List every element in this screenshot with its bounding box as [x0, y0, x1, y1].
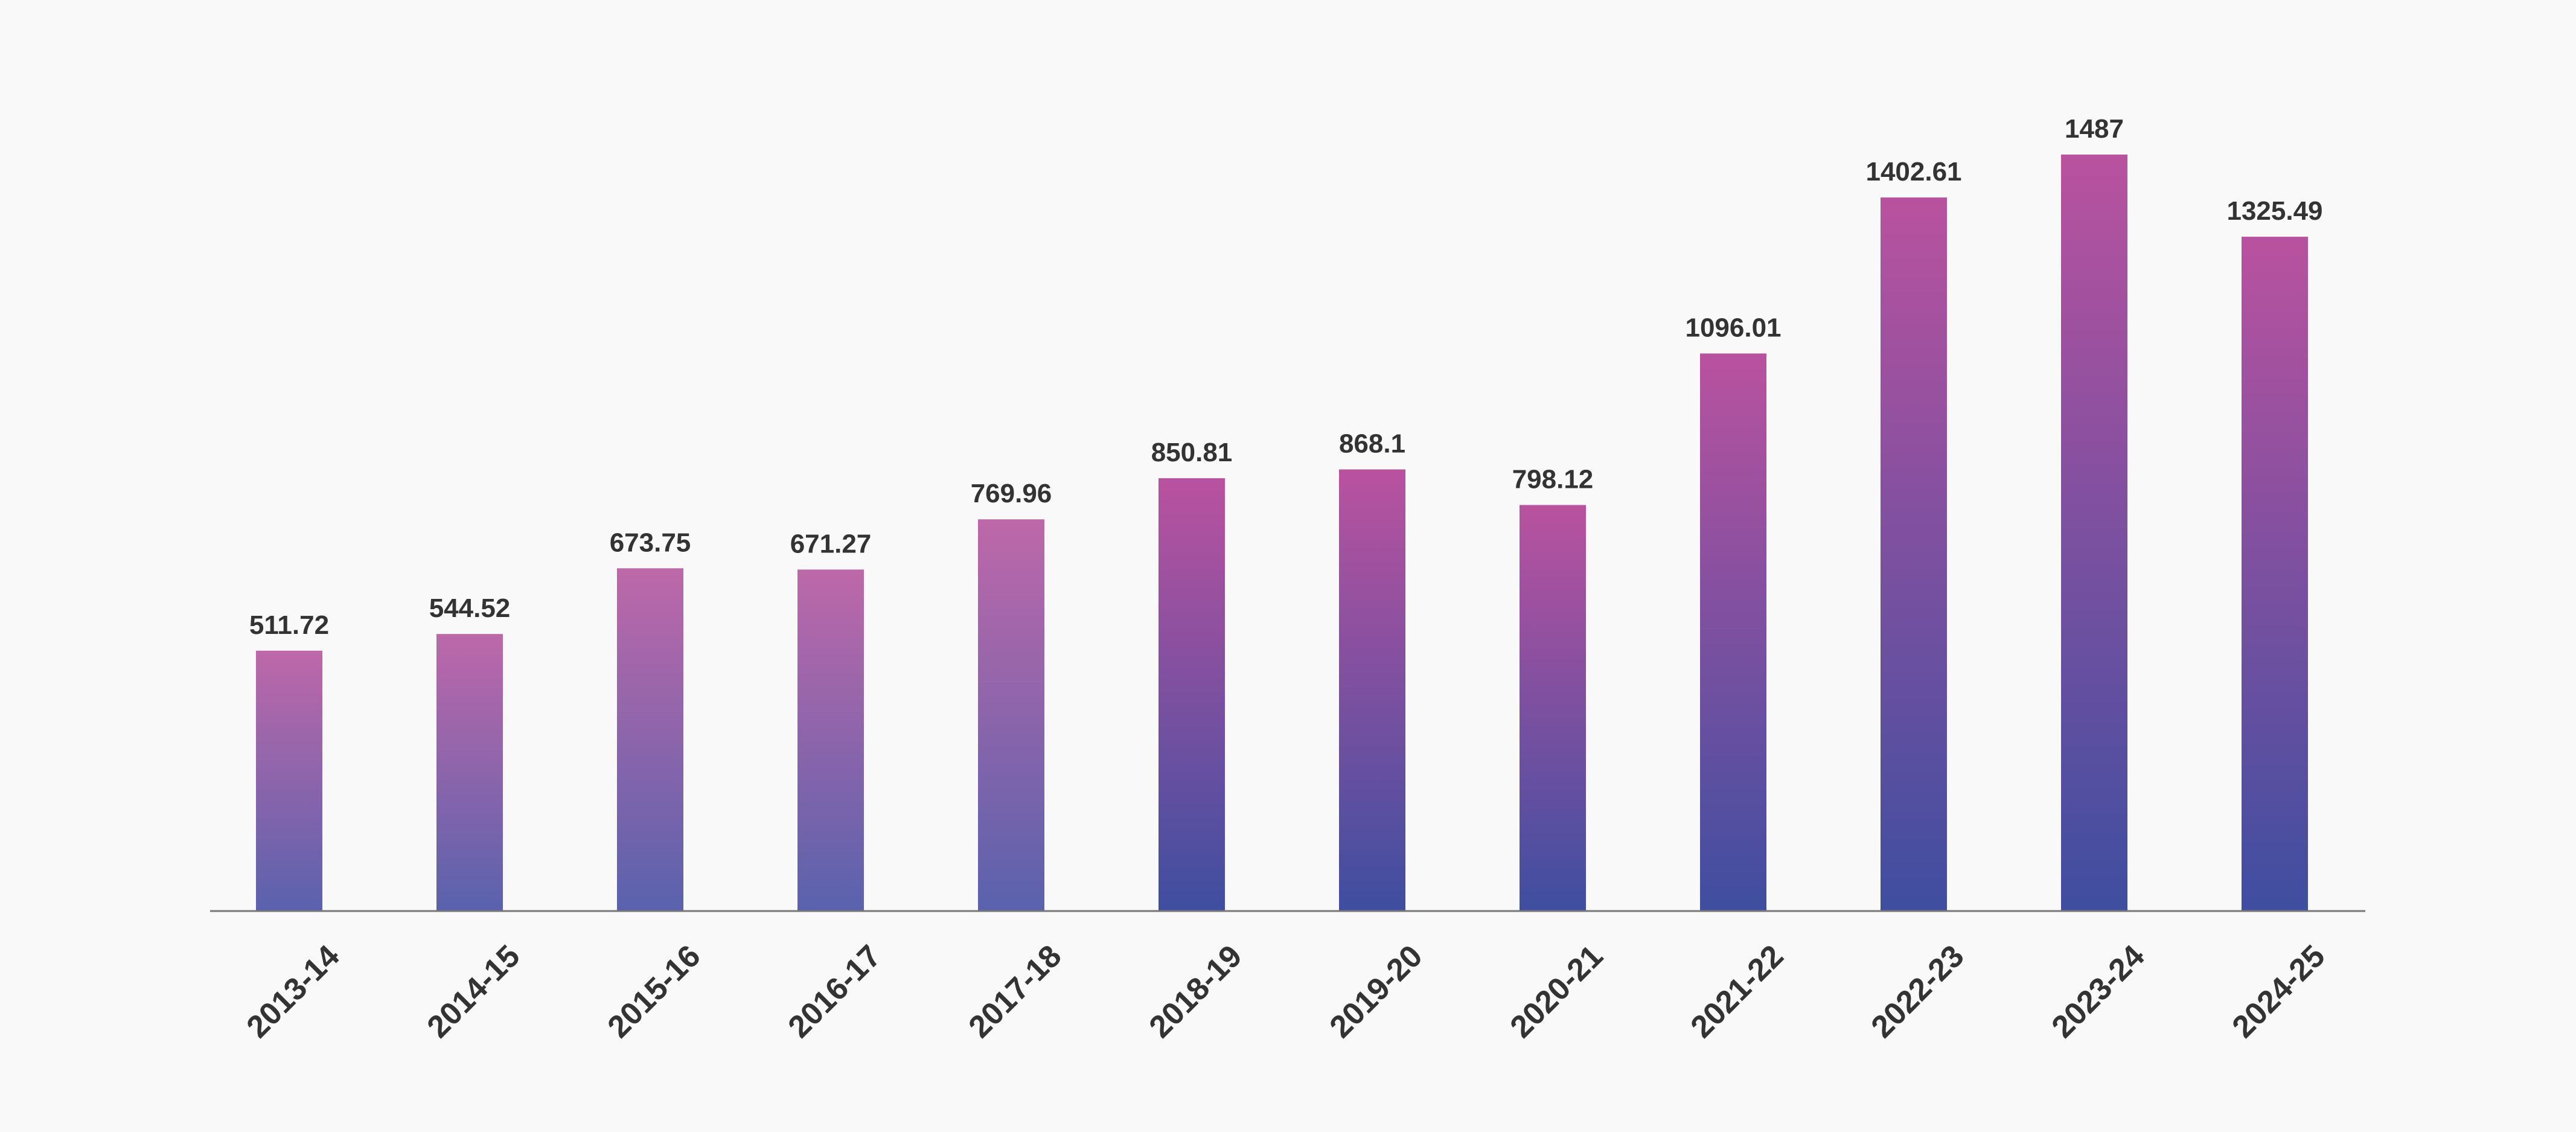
data-label-2016-17: 671.27 — [790, 529, 872, 558]
data-label-2022-23: 1402.61 — [1865, 157, 1961, 187]
data-labels-layer: 511.72 544.52 673.75 671.27 769.96 850.81 868.… — [249, 114, 2323, 640]
bar-2017-18 — [978, 519, 1044, 911]
bar-2021-22 — [1700, 353, 1766, 911]
bar-2022-23 — [1881, 197, 1947, 911]
data-label-2014-15: 544.52 — [429, 593, 511, 623]
data-label-2021-22: 1096.01 — [1685, 313, 1781, 342]
data-label-2017-18: 769.96 — [971, 479, 1052, 508]
bar-2016-17 — [797, 569, 864, 911]
bar-2013-14 — [256, 650, 322, 911]
bar-2018-19 — [1159, 478, 1225, 911]
data-label-2013-14: 511.72 — [249, 610, 329, 640]
data-label-2015-16: 673.75 — [610, 528, 691, 557]
data-label-2018-19: 850.81 — [1151, 438, 1233, 467]
data-label-2019-20: 868.1 — [1339, 429, 1405, 459]
bar-2019-20 — [1339, 469, 1405, 911]
data-label-2020-21: 798.12 — [1512, 464, 1594, 494]
data-label-2023-24: 1487 — [2065, 114, 2124, 144]
bar-2020-21 — [1520, 505, 1586, 911]
bar-2014-15 — [436, 634, 503, 911]
bar-2015-16 — [617, 568, 683, 911]
bar-2023-24 — [2061, 155, 2127, 911]
bars-layer — [256, 155, 2308, 911]
data-label-2024-25: 1325.49 — [2226, 196, 2322, 226]
bar-2024-25 — [2242, 237, 2308, 911]
